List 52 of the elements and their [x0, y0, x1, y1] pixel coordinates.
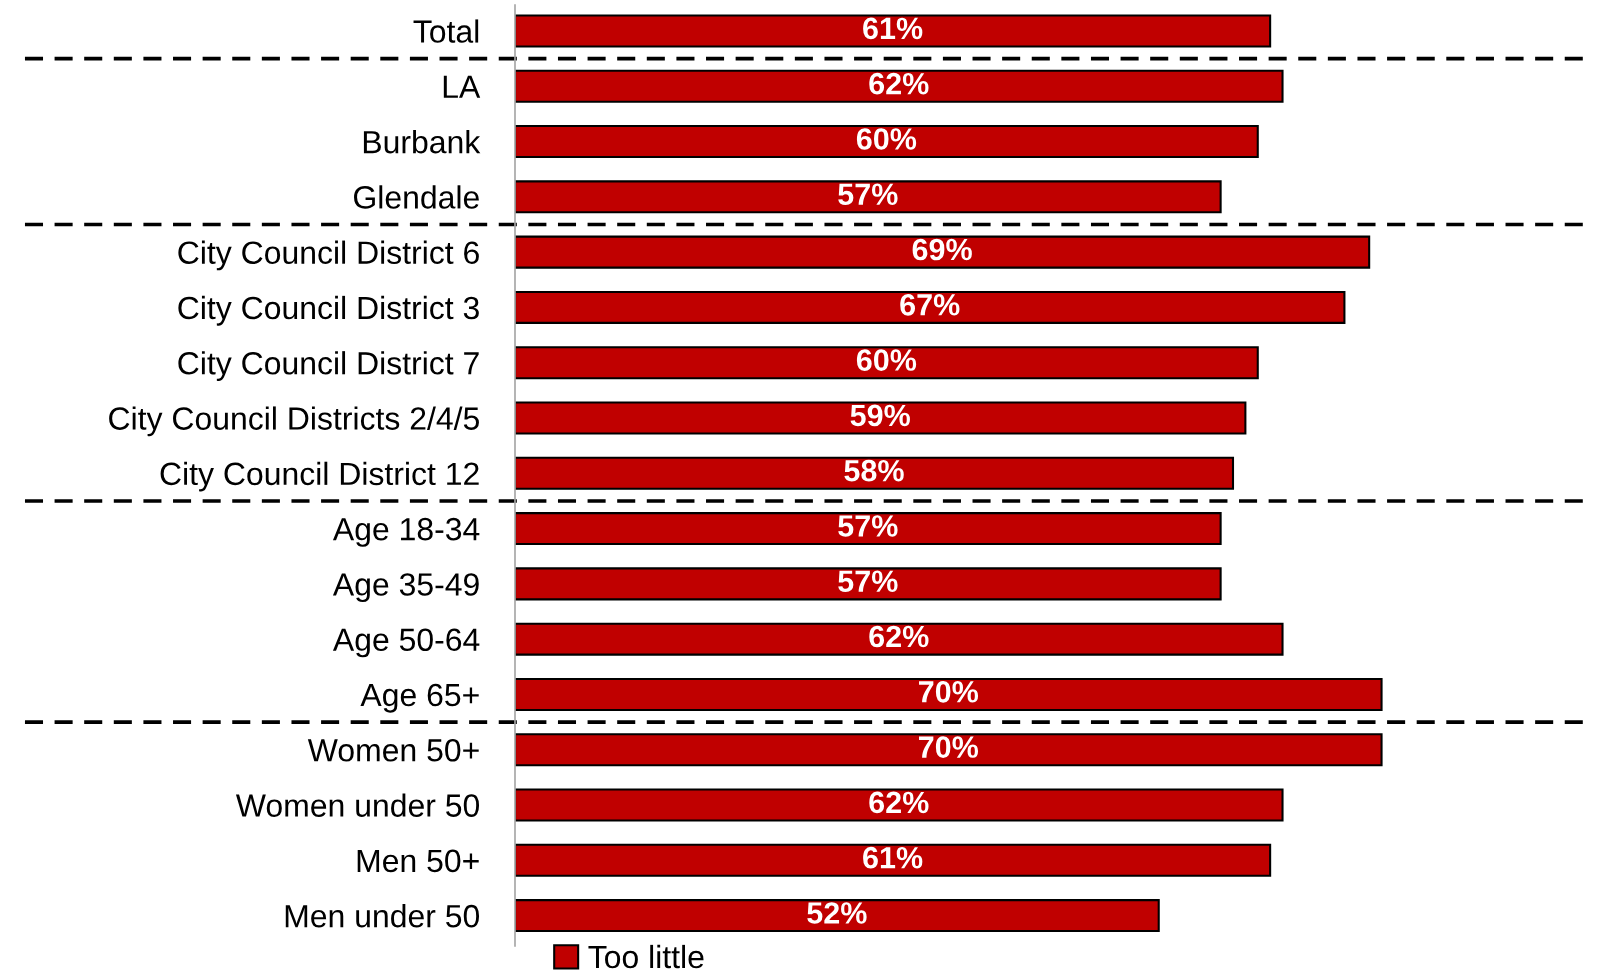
- data-label: 57%: [838, 570, 898, 593]
- bar: [515, 567, 1222, 601]
- data-label: 57%: [838, 515, 898, 537]
- bar: [515, 512, 1222, 546]
- data-label: 59%: [850, 404, 910, 427]
- bar: [515, 290, 1346, 324]
- data-label: 69%: [912, 238, 972, 261]
- data-label: 57%: [838, 183, 898, 206]
- y-tick-label: City Council District 3: [178, 295, 479, 326]
- bar: [515, 456, 1235, 490]
- bar: [515, 180, 1222, 214]
- data-label: 62%: [869, 791, 929, 814]
- bar: [515, 677, 1383, 711]
- bar: [515, 235, 1371, 269]
- y-tick-label: Age 18-34: [332, 517, 480, 547]
- y-tick-label: Men 50+: [357, 849, 479, 873]
- data-label: 58%: [844, 459, 904, 482]
- data-label: 62%: [869, 72, 929, 95]
- data-label: 70%: [919, 736, 979, 758]
- bar: [515, 401, 1247, 435]
- data-label: 61%: [863, 846, 923, 869]
- y-tick-label: Women 50+: [307, 739, 479, 762]
- data-label: 60%: [856, 349, 917, 371]
- y-tick-label: Glendale: [354, 185, 479, 209]
- y-tick-label: City Council District 6: [178, 240, 479, 271]
- bar: [515, 843, 1272, 877]
- y-tick-label: Burbank: [363, 129, 481, 154]
- bar: [515, 622, 1284, 656]
- y-tick-label: Total: [413, 19, 479, 43]
- data-label: 70%: [919, 681, 979, 703]
- data-label: 67%: [900, 293, 960, 316]
- y-tick-label: Men under 50: [285, 904, 480, 928]
- bar: [515, 899, 1160, 933]
- data-label: 60%: [856, 128, 917, 150]
- y-tick-label: Age 35-49: [332, 573, 479, 603]
- bar: [515, 125, 1259, 159]
- data-label: 52%: [807, 902, 867, 924]
- y-tick-label: Age 50-64: [332, 628, 480, 658]
- bar: [515, 69, 1284, 103]
- bar: [515, 346, 1259, 380]
- data-label: 61%: [863, 17, 923, 40]
- y-tick-label: Age 65+: [360, 683, 479, 713]
- data-label: 62%: [869, 625, 929, 648]
- bar: [515, 733, 1383, 767]
- y-tick-label: LA: [443, 75, 481, 98]
- y-tick-label: Women under 50: [235, 793, 480, 817]
- y-tick-label: City Council Districts 2/4/5: [109, 406, 479, 437]
- bar: [515, 788, 1284, 822]
- legend-label: Too little: [588, 944, 704, 969]
- y-tick-label: City Council District 12: [160, 461, 479, 492]
- bar: [515, 14, 1272, 48]
- y-tick-label: City Council District 7: [178, 351, 479, 381]
